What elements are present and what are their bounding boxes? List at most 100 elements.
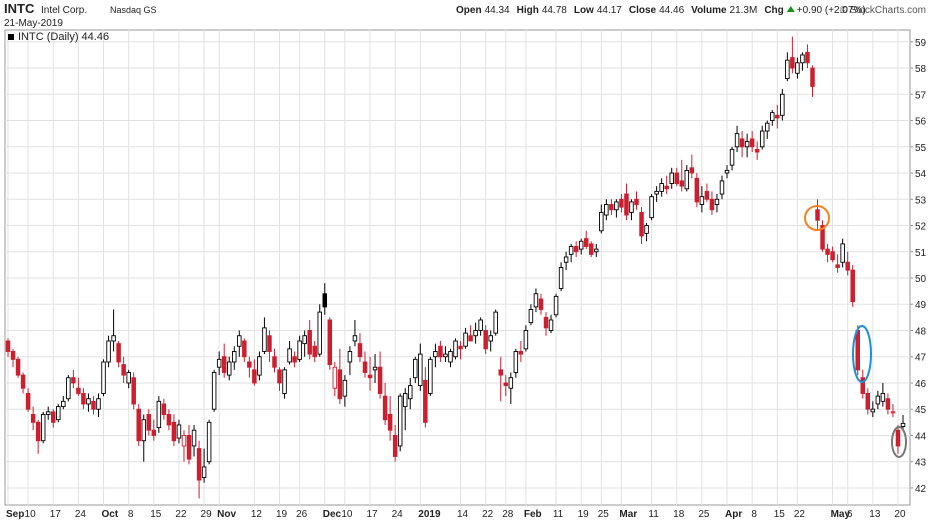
candle-body: [770, 112, 775, 121]
candle-body: [704, 190, 710, 200]
candle-body: [211, 372, 217, 410]
candle-body: [342, 379, 348, 397]
candle-body: [181, 435, 187, 447]
candle-body: [438, 345, 443, 358]
candle-body: [568, 246, 574, 255]
candle-body: [900, 422, 906, 427]
x-tick-label: 11: [648, 509, 659, 520]
y-tick-label: 44: [915, 431, 927, 442]
candle-body: [639, 211, 644, 237]
quote-value: 44.34: [485, 5, 510, 16]
x-tick-label: 17: [366, 509, 378, 520]
x-tick-label: 8: [751, 509, 757, 520]
candle-body: [392, 435, 398, 457]
credit: © StockCharts.com: [840, 5, 926, 16]
candle-body: [131, 377, 136, 405]
candle-body: [126, 372, 131, 384]
x-tick-label: Oct: [102, 509, 119, 520]
quote-value: +0.90 (+2.07%): [797, 5, 866, 16]
x-tick-label: 13: [869, 509, 881, 520]
x-tick-label: Sep: [6, 509, 24, 520]
candle-body: [307, 330, 312, 355]
quote-value: 44.78: [542, 5, 567, 16]
x-tick-label: 25: [598, 509, 610, 520]
x-tick-label: 10: [25, 509, 37, 520]
y-tick-label: 54: [915, 169, 927, 180]
candle-body: [111, 335, 116, 342]
candle-body: [237, 335, 242, 347]
legend: INTC (Daily) 44.46: [18, 31, 109, 43]
candle-body: [503, 382, 509, 387]
candle-body: [382, 395, 388, 421]
y-tick-label: 57: [915, 90, 927, 101]
candle-body: [25, 393, 31, 410]
candle-body: [845, 261, 850, 271]
candle-body: [332, 366, 338, 389]
quote-label: Chg: [764, 5, 783, 16]
candle-body: [262, 327, 267, 352]
candle-body: [558, 267, 564, 289]
candle-body: [201, 466, 207, 478]
candle-body: [815, 209, 820, 221]
candle-body: [855, 330, 860, 371]
x-tick-label: 22: [482, 509, 494, 520]
x-tick-label: 19: [578, 509, 590, 520]
candle-body: [775, 114, 780, 119]
candle-body: [548, 319, 554, 331]
candle-body: [287, 348, 292, 363]
candle-body: [30, 414, 36, 423]
candle-body: [473, 330, 478, 337]
candle-body: [45, 411, 51, 415]
candle-body: [478, 319, 483, 331]
candle-body: [458, 345, 463, 350]
y-tick-label: 46: [915, 379, 927, 390]
candle-body: [734, 133, 740, 148]
candle-body: [870, 408, 876, 413]
x-tick-label: 17: [50, 509, 62, 520]
candle-body: [282, 369, 287, 394]
y-tick-label: 55: [915, 143, 927, 154]
candle-body: [257, 356, 262, 376]
candle-body: [357, 343, 363, 358]
candle-body: [785, 59, 790, 79]
x-tick-label: 8: [128, 509, 134, 520]
candle-body: [654, 190, 659, 195]
candle-body: [599, 211, 604, 232]
candle-body: [433, 351, 438, 358]
x-tick-label: 18: [673, 509, 685, 520]
candle-body: [156, 400, 162, 429]
candle-body: [372, 366, 378, 371]
candle-body: [493, 311, 498, 334]
candle-body: [317, 311, 322, 355]
candle-body: [659, 183, 664, 192]
candle-body: [629, 201, 634, 213]
candle-body: [578, 240, 584, 250]
header: INTC Intel Corp. Nasdaq GS 21-May-2019 ©…: [4, 1, 926, 29]
candle-body: [352, 335, 358, 342]
candle-body: [5, 340, 11, 352]
x-tick-label: 10: [341, 509, 353, 520]
candle-body: [377, 366, 383, 394]
candle-body: [171, 421, 177, 442]
candle-body: [513, 351, 519, 373]
candle-body: [302, 335, 307, 345]
candle-body: [724, 169, 730, 174]
x-tick-label: 24: [75, 509, 87, 520]
candle-body: [362, 361, 368, 373]
candle-body: [553, 295, 559, 316]
candle-body: [865, 393, 871, 410]
x-tick-label: 15: [150, 509, 162, 520]
candle-body: [860, 377, 866, 394]
y-tick-label: 51: [915, 248, 927, 259]
x-tick-label: Dec: [323, 509, 342, 520]
candle-body: [609, 204, 614, 211]
candle-body: [116, 343, 121, 363]
candle-body: [247, 361, 252, 368]
candle-body: [86, 398, 91, 405]
candle-body: [644, 225, 649, 234]
candle-body: [850, 269, 855, 303]
candle-body: [101, 361, 106, 394]
candle-body: [221, 356, 227, 373]
x-tick-label: 29: [201, 509, 213, 520]
